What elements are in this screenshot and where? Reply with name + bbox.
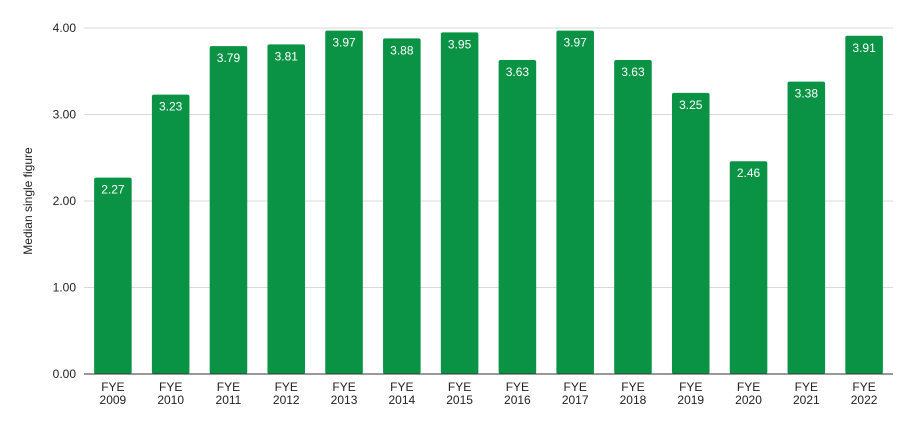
bar-value-label: 3.95 <box>448 37 472 51</box>
x-tick-label: FYE 2021 <box>793 380 820 407</box>
y-tick-label: 4.00 <box>53 21 77 35</box>
x-tick-label-line: FYE <box>737 380 760 394</box>
x-tick-label-line: FYE <box>564 380 587 394</box>
y-axis: 0.00 1.00 2.00 3.00 4.00 <box>53 21 77 381</box>
x-tick-label: FYE 2009 <box>100 380 127 407</box>
bar <box>209 46 248 374</box>
x-tick-label-line: FYE <box>332 380 355 394</box>
x-tick-label: FYE 2016 <box>504 380 531 407</box>
x-tick-label-line: 2011 <box>216 393 242 407</box>
y-tick-label: 2.00 <box>53 194 77 208</box>
x-tick-label-line: 2018 <box>620 393 647 407</box>
bar-value-label: 3.63 <box>506 65 530 79</box>
x-tick-label: FYE 2020 <box>735 380 762 407</box>
y-tick-label: 0.00 <box>53 367 77 381</box>
x-tick-label: FYE 2017 <box>562 380 589 407</box>
bar <box>267 44 306 375</box>
bar <box>151 94 190 374</box>
x-tick-label-line: FYE <box>621 380 644 394</box>
x-tick-label: FYE 2012 <box>273 380 300 407</box>
x-tick-label-line: 2017 <box>562 393 589 407</box>
x-tick-label-line: FYE <box>390 380 413 394</box>
bar-value-label: 3.97 <box>563 36 587 50</box>
bar <box>440 32 479 374</box>
bar-value-label: 3.63 <box>621 65 645 79</box>
bar-value-label: 3.38 <box>795 87 819 101</box>
x-tick-label-line: FYE <box>275 380 298 394</box>
y-tick-label: 3.00 <box>53 108 77 122</box>
bar-value-label: 3.81 <box>275 49 299 63</box>
bar-value-label: 3.25 <box>679 98 703 112</box>
x-tick-label: FYE 2022 <box>851 380 878 407</box>
bar <box>729 161 768 374</box>
x-tick-label: FYE 2013 <box>331 380 358 407</box>
bar-value-label: 2.46 <box>737 166 761 180</box>
x-tick-label: FYE 2019 <box>677 380 704 407</box>
bar-value-label: 3.97 <box>332 36 356 50</box>
x-tick-label-line: 2015 <box>446 393 473 407</box>
bar <box>383 38 421 374</box>
bar-value-label: 2.27 <box>101 183 125 197</box>
bar <box>614 60 652 374</box>
bar <box>94 177 132 374</box>
x-tick-label-line: FYE <box>101 380 124 394</box>
x-tick-label-line: 2022 <box>851 393 878 407</box>
bar <box>498 60 537 374</box>
bar-value-label: 3.23 <box>159 100 183 114</box>
x-tick-label-line: 2009 <box>100 393 127 407</box>
x-tick-label: FYE 2011 <box>216 380 242 407</box>
grid-lines <box>84 27 893 288</box>
y-tick-label: 1.00 <box>53 281 77 295</box>
bar-value-label: 3.79 <box>217 51 241 65</box>
bar <box>787 81 826 374</box>
bars: 2.27 3.23 3.79 3.81 3.97 3.88 3.95 3.63 3.97 3.63… <box>94 30 883 375</box>
x-tick-label-line: 2012 <box>273 393 300 407</box>
x-tick-label: FYE 2010 <box>157 380 184 407</box>
bar-value-label: 3.91 <box>852 41 876 55</box>
x-tick-label-line: 2014 <box>388 393 415 407</box>
x-tick-label-line: FYE <box>159 380 182 394</box>
x-tick-label-line: FYE <box>448 380 471 394</box>
bar-value-label: 3.88 <box>390 43 414 57</box>
x-tick-label-line: 2016 <box>504 393 531 407</box>
x-tick-label-line: FYE <box>795 380 818 394</box>
x-tick-label-line: 2010 <box>157 393 184 407</box>
bar <box>671 92 710 374</box>
bar <box>845 35 883 374</box>
bar <box>325 30 363 374</box>
x-tick-label-line: FYE <box>852 380 875 394</box>
x-tick-label: FYE 2015 <box>446 380 473 407</box>
x-tick-label-line: FYE <box>679 380 702 394</box>
x-tick-label: FYE 2014 <box>388 380 415 407</box>
x-tick-label-line: FYE <box>217 380 240 394</box>
y-axis-label: Median single figure <box>21 147 35 255</box>
x-tick-label: FYE 2018 <box>620 380 647 407</box>
bar <box>556 30 594 374</box>
x-tick-label-line: 2019 <box>677 393 704 407</box>
x-tick-label-line: 2021 <box>793 393 820 407</box>
x-tick-label-line: 2013 <box>331 393 358 407</box>
x-tick-label-line: 2020 <box>735 393 762 407</box>
x-tick-label-line: FYE <box>506 380 529 394</box>
